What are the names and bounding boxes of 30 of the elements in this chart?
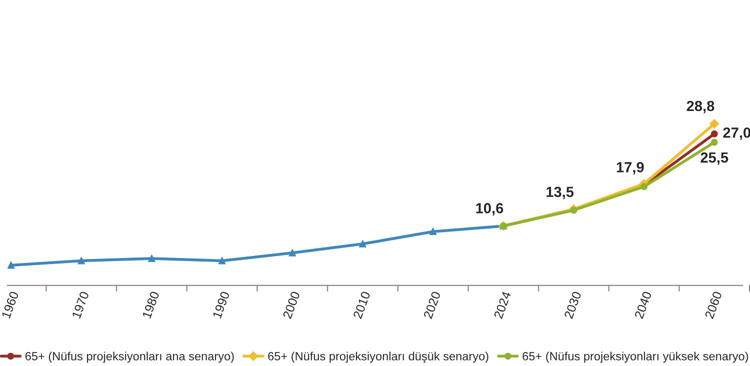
point — [359, 240, 366, 248]
x-tick-label: 1960 — [1, 290, 19, 319]
x-tick-label: 1970 — [72, 290, 90, 319]
data-label: 13,5 — [546, 186, 574, 200]
x-tick-label: 2030 — [564, 290, 582, 320]
point — [8, 262, 14, 269]
point — [288, 249, 296, 256]
data-label: 25,5 — [700, 152, 728, 165]
point — [148, 255, 156, 262]
point — [710, 130, 718, 138]
legend-label: 65+ (Nüfus projeksiyonları yüksek senaryo) — [522, 352, 748, 363]
x-tick-label: 2060 — [704, 290, 722, 320]
x-tick-label: 2010 — [352, 290, 370, 320]
x-tick-label: 1980 — [142, 290, 160, 319]
legend-label: 65+ (Nüfus projeksiyonları düşük senaryo) — [268, 352, 488, 363]
point — [430, 228, 436, 236]
x-tick-label: 1990 — [212, 290, 230, 319]
x-tick-label: 2040 — [634, 290, 652, 320]
point — [218, 257, 226, 264]
x-tick-label: 2000 — [282, 290, 300, 320]
x-tick-label: 2024 — [494, 290, 512, 320]
data-label: 27,0 — [723, 127, 750, 140]
x-tick-label: 2020 — [423, 290, 441, 320]
data-label: 10,6 — [476, 203, 504, 216]
point — [78, 257, 85, 264]
data-label: 17,9 — [616, 162, 644, 174]
point — [710, 119, 719, 128]
legend-label: 65+ (Nüfus projeksiyonları ana senaryo) — [25, 352, 234, 363]
data-label: 28,8 — [686, 100, 714, 114]
point — [710, 138, 718, 146]
